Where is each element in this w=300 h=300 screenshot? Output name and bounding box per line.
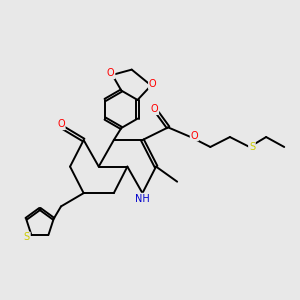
Text: S: S [24, 232, 30, 242]
Text: O: O [151, 104, 158, 114]
Text: O: O [107, 68, 115, 78]
Text: S: S [249, 142, 255, 152]
Text: NH: NH [135, 194, 150, 204]
Text: O: O [57, 119, 65, 129]
Text: O: O [149, 79, 156, 89]
Text: O: O [190, 130, 198, 140]
